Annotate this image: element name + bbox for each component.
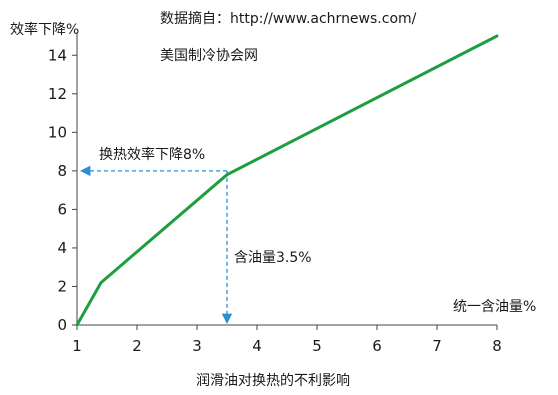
x-tick-label: 7 bbox=[432, 337, 442, 355]
x-tick-label: 2 bbox=[132, 337, 142, 355]
source-note: 数据摘自：http://www.achrnews.com/ bbox=[160, 10, 417, 27]
y-tick-label: 4 bbox=[57, 239, 67, 257]
y-axis-ticks: 0 2 4 6 8 10 12 14 bbox=[48, 46, 77, 334]
x-tick-label: 8 bbox=[492, 337, 502, 355]
y-tick-label: 6 bbox=[57, 200, 67, 218]
axes bbox=[76, 32, 497, 326]
y-tick-label: 2 bbox=[57, 277, 67, 295]
annotation-oil-content: 含油量3.5% bbox=[234, 250, 312, 266]
source-org: 美国制冷协会网 bbox=[160, 48, 258, 64]
x-tick-label: 4 bbox=[252, 337, 262, 355]
x-tick-label: 3 bbox=[192, 337, 202, 355]
y-tick-label: 8 bbox=[57, 162, 67, 180]
x-tick-label: 6 bbox=[372, 337, 382, 355]
series-line bbox=[75, 34, 499, 327]
y-axis-title: 效率下降% bbox=[10, 21, 79, 38]
x-tick-label: 1 bbox=[72, 337, 82, 355]
annotations: 换热效率下降8% 含油量3.5% bbox=[79, 146, 312, 325]
series-layer bbox=[75, 34, 499, 327]
y-tick-label: 10 bbox=[48, 123, 67, 141]
annotation-efficiency-drop: 换热效率下降8% bbox=[99, 146, 205, 163]
y-tick-label: 0 bbox=[57, 316, 67, 334]
x-tick-label: 5 bbox=[312, 337, 322, 355]
y-tick-label: 14 bbox=[48, 46, 67, 64]
x-axis-end-label: 统一含油量% bbox=[453, 299, 536, 315]
x-axis-ticks: 1 2 3 4 5 6 7 8 bbox=[72, 325, 502, 355]
x-axis-title: 润滑油对换热的不利影响 bbox=[196, 372, 350, 389]
y-tick-label: 12 bbox=[48, 85, 67, 103]
